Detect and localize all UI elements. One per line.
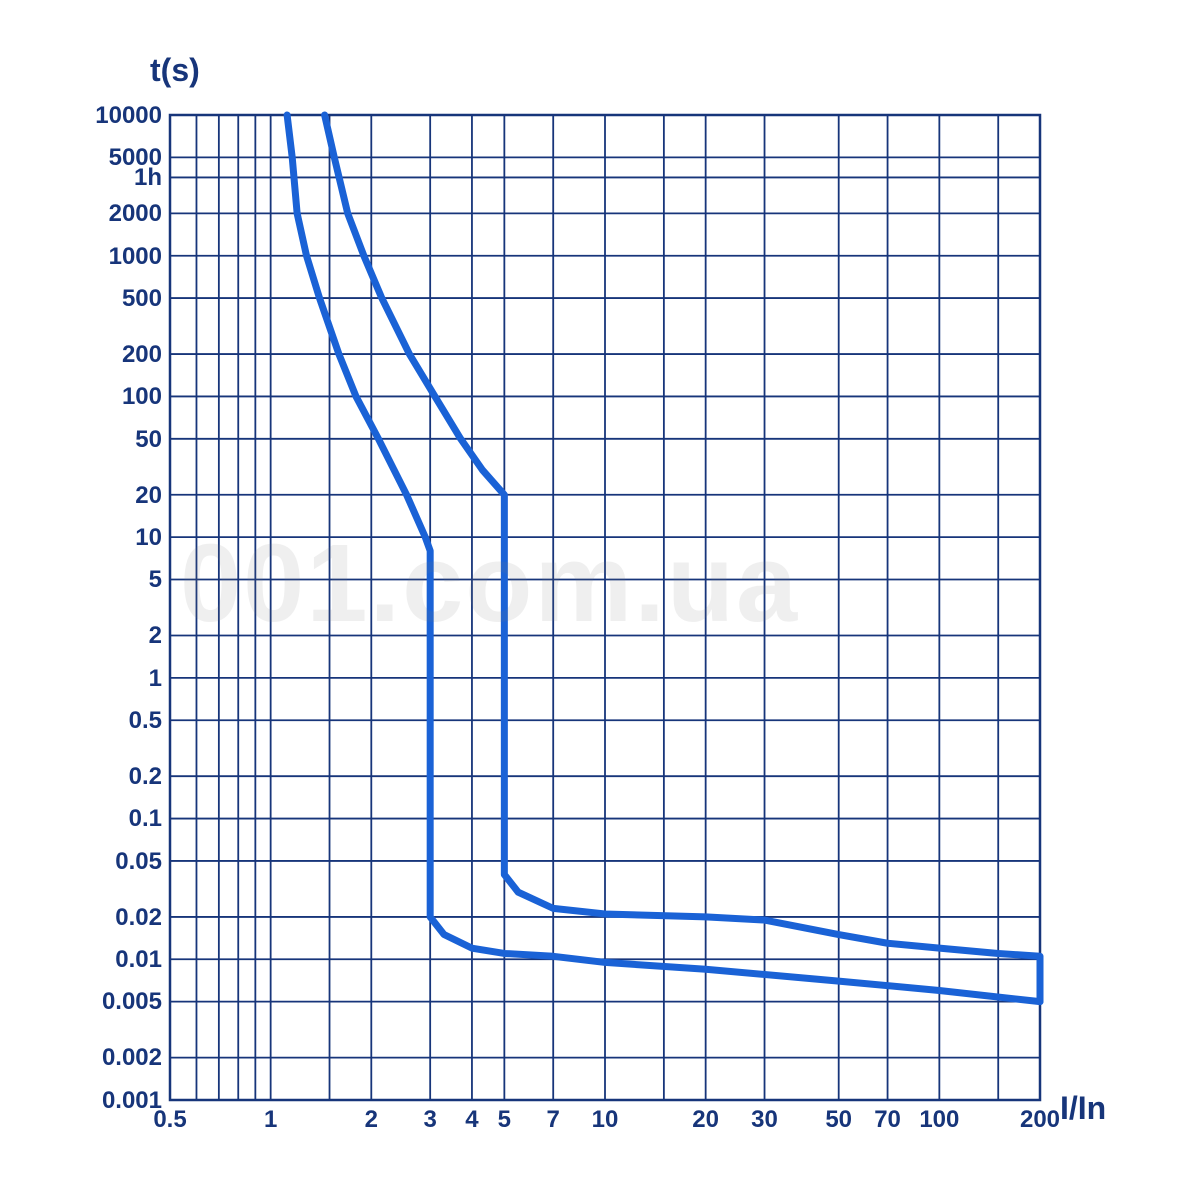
tick-label: 5000	[109, 144, 162, 172]
tick-label: 20	[692, 1106, 719, 1134]
tick-label: 10	[592, 1106, 619, 1134]
tick-label: 0.1	[129, 805, 162, 833]
chart-svg	[0, 0, 1200, 1200]
tick-label: 10000	[95, 102, 162, 130]
tick-label: 20	[135, 482, 162, 510]
tick-label: 50	[825, 1106, 852, 1134]
tick-label: 4	[465, 1106, 478, 1134]
tick-label: 0.5	[153, 1106, 186, 1134]
tick-label: 5	[149, 566, 162, 594]
tick-label: 3	[423, 1106, 436, 1134]
tick-label: 100	[122, 383, 162, 411]
tick-label: 0.02	[115, 904, 162, 932]
tick-label: 2000	[109, 200, 162, 228]
tick-label: 10	[135, 524, 162, 552]
tick-label: 50	[135, 426, 162, 454]
tick-label: 200	[122, 341, 162, 369]
tick-label: 0.005	[102, 988, 162, 1016]
tick-label: 100	[919, 1106, 959, 1134]
tick-label: 1	[149, 665, 162, 693]
tick-label: 7	[547, 1106, 560, 1134]
tick-label: 0.5	[129, 707, 162, 735]
x-axis-title: I/In	[1060, 1090, 1106, 1127]
tick-label: 30	[751, 1106, 778, 1134]
tick-label: 0.01	[115, 946, 162, 974]
tick-label: 5	[498, 1106, 511, 1134]
tick-label: 2	[149, 622, 162, 650]
tick-label: 2	[365, 1106, 378, 1134]
y-axis-title: t(s)	[150, 52, 200, 89]
tick-label: 0.05	[115, 848, 162, 876]
tick-label: 1	[264, 1106, 277, 1134]
tick-label: 70	[874, 1106, 901, 1134]
tick-label: 200	[1020, 1106, 1060, 1134]
chart-container: t(s) I/In 001.com.ua 0.0010.0020.0050.01…	[0, 0, 1200, 1200]
tick-label: 0.2	[129, 763, 162, 791]
tick-label: 500	[122, 285, 162, 313]
tick-label: 0.002	[102, 1044, 162, 1072]
tick-label: 1000	[109, 243, 162, 271]
